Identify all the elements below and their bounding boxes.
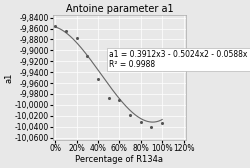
Text: a1 = 0.3912x3 - 0.5024x2 - 0.0588x - 9.8569
R² = 0.9988: a1 = 0.3912x3 - 0.5024x2 - 0.0588x - 9.8… [109, 50, 250, 69]
Y-axis label: a1: a1 [4, 72, 13, 83]
Point [160, 121, 164, 124]
Point [85, 54, 89, 57]
Point [96, 78, 100, 81]
Title: Antoine parameter a1: Antoine parameter a1 [66, 4, 173, 14]
Point [107, 96, 111, 99]
Point [139, 121, 143, 124]
Point [117, 99, 121, 102]
Point [150, 125, 154, 128]
Point [128, 113, 132, 116]
Point [53, 25, 57, 27]
Point [74, 37, 78, 40]
X-axis label: Percentage of R134a: Percentage of R134a [75, 155, 163, 164]
Point [64, 30, 68, 33]
